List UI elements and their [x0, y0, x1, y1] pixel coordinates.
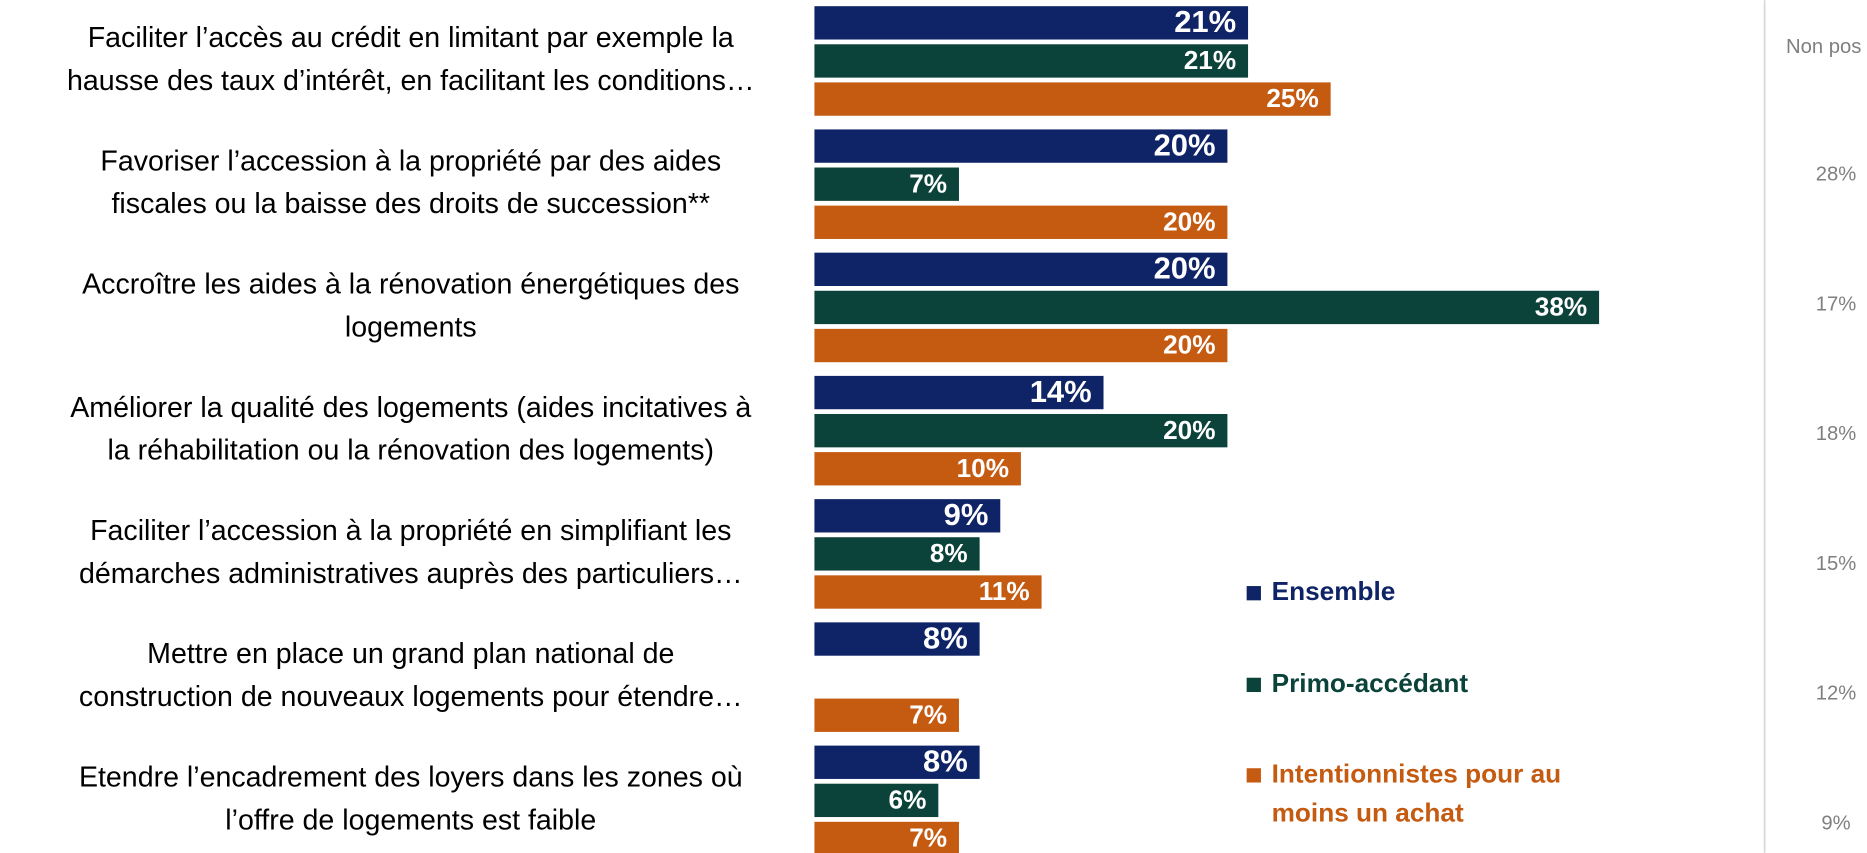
category-label: Améliorer la qualité des logements (aide… — [70, 392, 751, 424]
value-label: 14% — [1030, 374, 1092, 409]
legend-swatch — [1246, 677, 1261, 693]
bar — [814, 499, 1001, 533]
bar — [814, 537, 980, 571]
bar — [814, 745, 980, 779]
category-label: fiscales ou la baisse des droits de succ… — [112, 188, 711, 220]
bar — [814, 252, 1228, 286]
legend-label: Ensemble — [1272, 576, 1396, 606]
category-label: Mettre en place un grand plan national d… — [147, 638, 674, 670]
category-label: Favoriser l’accession à la propriété par… — [100, 145, 721, 177]
legend-label: Primo-accédant — [1272, 668, 1469, 698]
side-cell: 17% — [1816, 293, 1857, 315]
side-cell: 12% — [1816, 683, 1857, 705]
bar — [814, 375, 1104, 410]
value-label: 20% — [1154, 127, 1216, 162]
side-cell: 9% — [1821, 813, 1850, 835]
category-label: l’offre de logements est faible — [225, 804, 596, 836]
value-label: 20% — [1163, 206, 1215, 236]
category-label: hausse des taux d’intérêt, en facilitant… — [67, 65, 754, 97]
legend-label: Intentionnistes pour au moins un achat — [1272, 758, 1562, 827]
value-label: 21% — [1184, 45, 1236, 75]
category-label: la réhabilitation ou la rénovation des l… — [108, 435, 715, 467]
category-label: Faciliter l’accession à la propriété en … — [90, 515, 731, 547]
bar — [814, 129, 1228, 163]
bar — [814, 783, 939, 818]
side-cell: 18% — [1816, 423, 1857, 445]
bar — [814, 413, 1228, 448]
category-label: logements — [345, 311, 477, 343]
bar — [814, 82, 1331, 116]
bar — [814, 6, 1249, 40]
value-label: 6% — [889, 784, 927, 814]
value-label: 20% — [1163, 330, 1215, 360]
side-cell: 28% — [1816, 164, 1857, 186]
value-label: 7% — [909, 168, 947, 198]
side-header: Non pos — [1786, 36, 1861, 58]
category-label: Accroître les aides à la rénovation éner… — [82, 269, 739, 301]
category-label: construction de nouveaux logements pour … — [79, 681, 743, 713]
legend-swatch — [1246, 586, 1261, 601]
legend-swatch — [1246, 768, 1261, 783]
value-label: 7% — [909, 699, 947, 729]
value-label: 38% — [1535, 292, 1587, 322]
bar — [814, 290, 1600, 325]
value-label: 9% — [944, 497, 989, 532]
value-label: 10% — [957, 453, 1009, 483]
bar — [814, 328, 1228, 363]
value-label: 8% — [923, 620, 968, 655]
side-cell: 15% — [1816, 553, 1857, 575]
category-label: Etendre l’encadrement des loyers dans le… — [79, 761, 743, 793]
category-label: Faciliter l’accès au crédit en limitant … — [88, 22, 734, 54]
value-label: 20% — [1154, 251, 1216, 286]
value-label: 11% — [979, 576, 1030, 606]
value-label: 8% — [923, 744, 968, 779]
value-label: 25% — [1266, 83, 1318, 113]
bar — [814, 44, 1249, 78]
bar — [814, 622, 980, 656]
bar — [814, 821, 959, 853]
bar — [814, 698, 959, 732]
value-label: 20% — [1163, 415, 1215, 445]
value-label: 21% — [1174, 4, 1236, 39]
bar — [814, 205, 1228, 239]
bar — [814, 575, 1042, 609]
category-label: démarches administratives auprès des par… — [79, 558, 743, 590]
value-label: 7% — [909, 823, 947, 853]
bar — [814, 452, 1021, 486]
value-label: 8% — [930, 538, 968, 568]
bar — [814, 167, 959, 201]
